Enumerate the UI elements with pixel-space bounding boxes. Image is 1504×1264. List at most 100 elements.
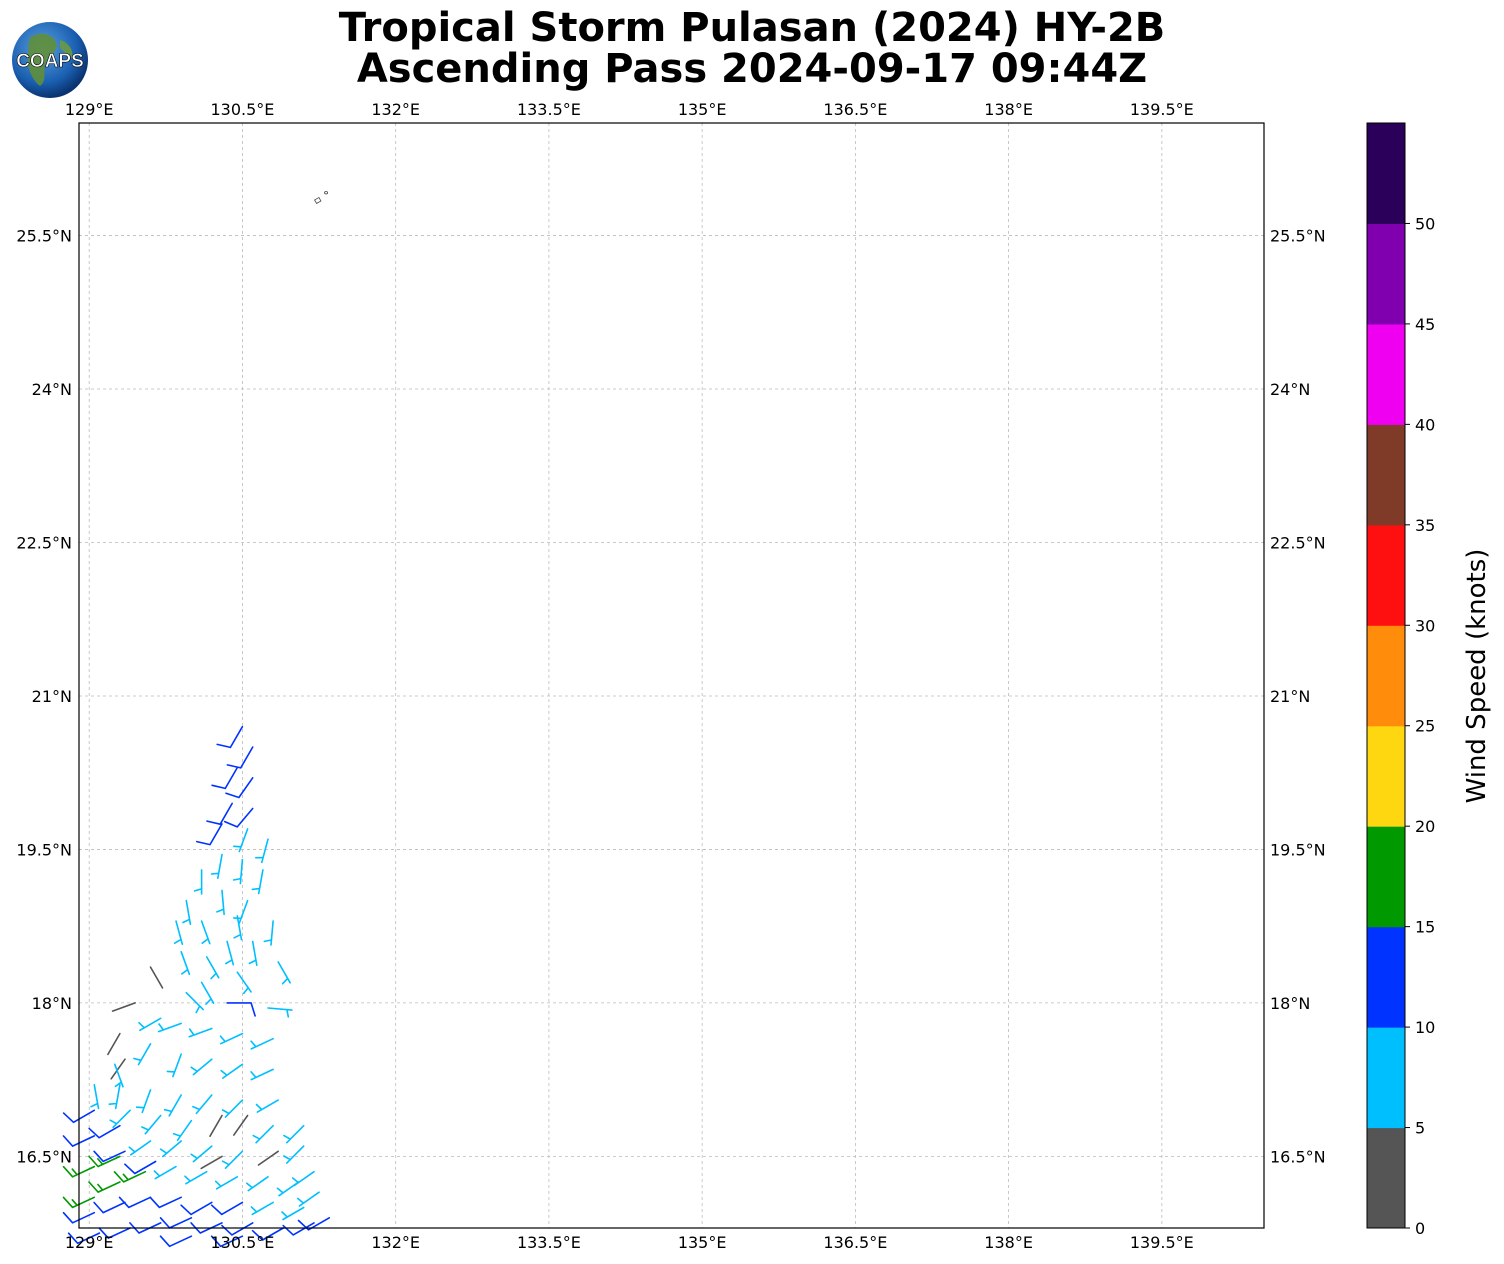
lon-tick-label: 139.5°E	[1130, 100, 1194, 119]
colorbar-tick-label: 25	[1415, 717, 1435, 736]
lon-tick-label: 138°E	[984, 100, 1033, 119]
colorbar-tick-label: 40	[1415, 415, 1435, 434]
colorbar-tick-label: 0	[1415, 1219, 1425, 1238]
wind-barb	[282, 1222, 315, 1236]
lat-tick-label: 16.5°N	[16, 1147, 72, 1166]
wind-barb	[214, 1176, 239, 1190]
wind-barb	[172, 1119, 193, 1141]
wind-barb	[233, 828, 249, 853]
wind-barb	[141, 1114, 162, 1135]
wind-barb	[263, 920, 274, 946]
wind-barb	[182, 899, 192, 925]
lon-tick-label: 130.5°E	[210, 100, 274, 119]
wind-barb	[221, 1099, 244, 1118]
colorbar-segment	[1367, 1127, 1405, 1229]
wind-barb	[232, 858, 244, 885]
wind-barb	[216, 889, 225, 916]
wind-barb	[226, 1002, 256, 1017]
island-outline	[314, 191, 328, 205]
colorbar-segment	[1367, 1027, 1405, 1129]
wind-barb	[128, 1140, 152, 1156]
lon-tick-label: 139.5°E	[1130, 1233, 1194, 1252]
wind-barb	[88, 1181, 121, 1193]
colorbar-segment	[1367, 424, 1405, 526]
wind-barb	[108, 1084, 121, 1110]
wind-barb	[62, 1196, 96, 1209]
lat-tick-label: 22.5°N	[16, 533, 72, 552]
wind-barb	[149, 966, 164, 989]
lon-tick-label: 132°E	[371, 100, 420, 119]
wind-barb	[297, 1191, 320, 1207]
wind-barb	[98, 1227, 131, 1239]
wind-barb	[135, 1089, 152, 1114]
wind-barb	[283, 1124, 305, 1144]
wind-barb	[107, 1032, 121, 1056]
wind-barb	[233, 915, 243, 941]
lat-tick-label: 22.5°N	[1270, 533, 1326, 552]
svg-text:COAPS: COAPS	[16, 51, 84, 72]
colorbar-tick-label: 15	[1415, 918, 1435, 937]
wind-barb	[138, 1017, 162, 1032]
wind-barb	[113, 1170, 147, 1183]
wind-barb	[221, 1222, 254, 1236]
colorbar-tick-label: 30	[1415, 616, 1435, 635]
wind-barb	[210, 853, 223, 879]
wind-barb	[250, 1201, 274, 1216]
wind-barb	[163, 1094, 182, 1117]
wind-barb	[209, 1114, 223, 1137]
wind-barb	[246, 1176, 269, 1192]
wind-barb	[216, 725, 244, 749]
wind-barb	[190, 1058, 213, 1076]
wind-barb	[124, 1160, 157, 1175]
wind-barb	[173, 920, 184, 945]
lat-tick-label: 24°N	[32, 380, 72, 399]
lat-tick-label: 16.5°N	[1270, 1147, 1326, 1166]
colorbar-tick-label: 20	[1415, 817, 1435, 836]
lon-tick-label: 133.5°E	[517, 1233, 581, 1252]
wind-barb	[111, 1002, 136, 1012]
wind-barb	[166, 1053, 182, 1078]
wind-barb	[180, 951, 191, 976]
island-shape	[324, 191, 328, 195]
wind-barb	[200, 1155, 223, 1170]
wind-barb	[184, 1170, 208, 1185]
lat-tick-label: 21°N	[32, 687, 72, 706]
wind-barb	[159, 1235, 193, 1248]
wind-barb	[223, 807, 254, 828]
lat-ticks-right: 25.5°N 24°N 22.5°N 21°N 19.5°N 18°N 16.5°N	[1270, 227, 1326, 1167]
wind-barb	[192, 1094, 213, 1115]
wind-barb	[93, 1150, 126, 1163]
map-frame	[78, 122, 1265, 1229]
colorbar-segment	[1367, 625, 1405, 727]
wind-barbs	[62, 725, 331, 1248]
wind-barb	[236, 971, 252, 995]
wind-barb	[206, 802, 233, 825]
wind-barb	[257, 1150, 279, 1166]
lon-tick-label: 135°E	[678, 1233, 727, 1252]
colorbar-segment	[1367, 223, 1405, 325]
wind-barb	[90, 1084, 100, 1110]
wind-barb	[62, 1109, 96, 1124]
colorbar-tick-label: 5	[1415, 1119, 1425, 1138]
wind-barb	[276, 1181, 300, 1197]
wind-barb	[93, 1201, 126, 1214]
wind-barb	[149, 1196, 182, 1209]
lat-tick-label: 18°N	[32, 994, 72, 1013]
colorbar-segment	[1367, 524, 1405, 626]
wind-barb	[196, 823, 223, 846]
wind-barb	[267, 1007, 293, 1018]
wind-barb	[252, 1124, 274, 1144]
lat-tick-label: 19.5°N	[1270, 840, 1326, 859]
wind-barb	[193, 869, 203, 895]
wind-barb	[118, 1196, 152, 1209]
wind-barb	[205, 956, 220, 980]
wind-barb	[255, 838, 269, 864]
wind-barb	[114, 1063, 124, 1088]
colorbar-tick-label: 35	[1415, 516, 1435, 535]
coaps-logo: COAPS	[12, 22, 88, 98]
wind-barb	[255, 1099, 279, 1113]
lon-tick-label: 130.5°E	[210, 1233, 274, 1252]
wind-barb	[210, 1201, 244, 1216]
wind-barb	[277, 961, 291, 985]
